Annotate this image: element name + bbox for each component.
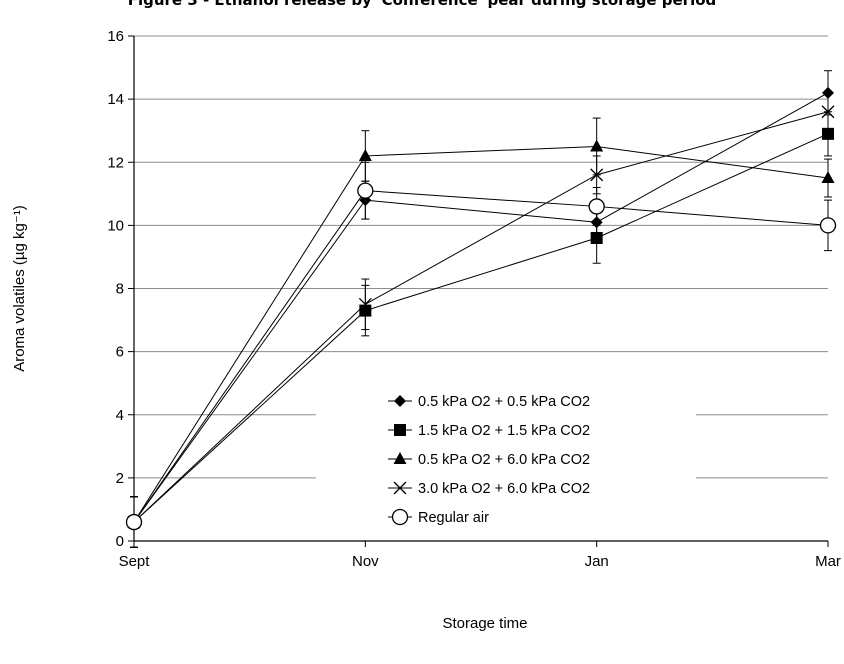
data-point xyxy=(125,513,143,531)
series-line xyxy=(133,111,829,523)
legend-label: 3.0 kPa O2 + 6.0 kPa CO2 xyxy=(418,481,590,497)
x-axis-label: Storage time xyxy=(442,615,527,632)
y-tick-label: 0 xyxy=(116,533,124,550)
x-tick-label: Mar xyxy=(815,553,841,570)
data-point xyxy=(821,171,835,184)
data-point xyxy=(590,139,604,152)
legend-marker xyxy=(394,424,406,436)
y-tick-label: 8 xyxy=(116,281,124,298)
legend: 0.5 kPa O2 + 0.5 kPa CO2 1.5 kPa O2 + 1.5… xyxy=(388,394,590,526)
series-line xyxy=(133,145,829,523)
y-tick-label: 2 xyxy=(116,470,124,487)
series-line xyxy=(133,92,829,523)
data-point xyxy=(588,198,605,215)
x-tick-label: Nov xyxy=(352,553,379,570)
series-1 xyxy=(128,70,834,548)
legend-label: Regular air xyxy=(418,510,489,526)
y-tick-label: 14 xyxy=(107,91,124,108)
y-tick-label: 6 xyxy=(116,344,124,361)
series-line xyxy=(133,133,829,523)
series-5 xyxy=(125,161,837,548)
legend-marker xyxy=(393,452,407,464)
data-point xyxy=(590,232,603,244)
y-axis-label: Aroma volatiles (µg kg⁻¹) xyxy=(11,205,28,372)
data-point xyxy=(357,182,374,199)
legend-marker xyxy=(394,395,406,407)
data-point xyxy=(821,105,835,119)
series-4 xyxy=(127,92,835,548)
legend-marker xyxy=(391,508,409,526)
series-line xyxy=(133,190,829,523)
data-point xyxy=(819,217,837,234)
x-tick-label: Jan xyxy=(585,553,609,570)
data-point xyxy=(358,148,372,161)
x-tick-label: Sept xyxy=(119,553,151,570)
legend-label: 1.5 kPa O2 + 1.5 kPa CO2 xyxy=(418,423,590,439)
chart-title: Figure 3 - Ethanol release by 'Conferenc… xyxy=(127,0,717,9)
y-tick-label: 12 xyxy=(107,154,124,171)
y-tick-label: 16 xyxy=(107,28,124,45)
legend-marker xyxy=(393,481,407,495)
y-tick-label: 4 xyxy=(116,407,124,424)
data-point xyxy=(358,297,372,311)
legend-label: 0.5 kPa O2 + 0.5 kPa CO2 xyxy=(418,394,590,410)
legend-label: 0.5 kPa O2 + 6.0 kPa CO2 xyxy=(418,452,590,468)
y-tick-label: 10 xyxy=(107,217,124,234)
data-point xyxy=(590,168,604,182)
